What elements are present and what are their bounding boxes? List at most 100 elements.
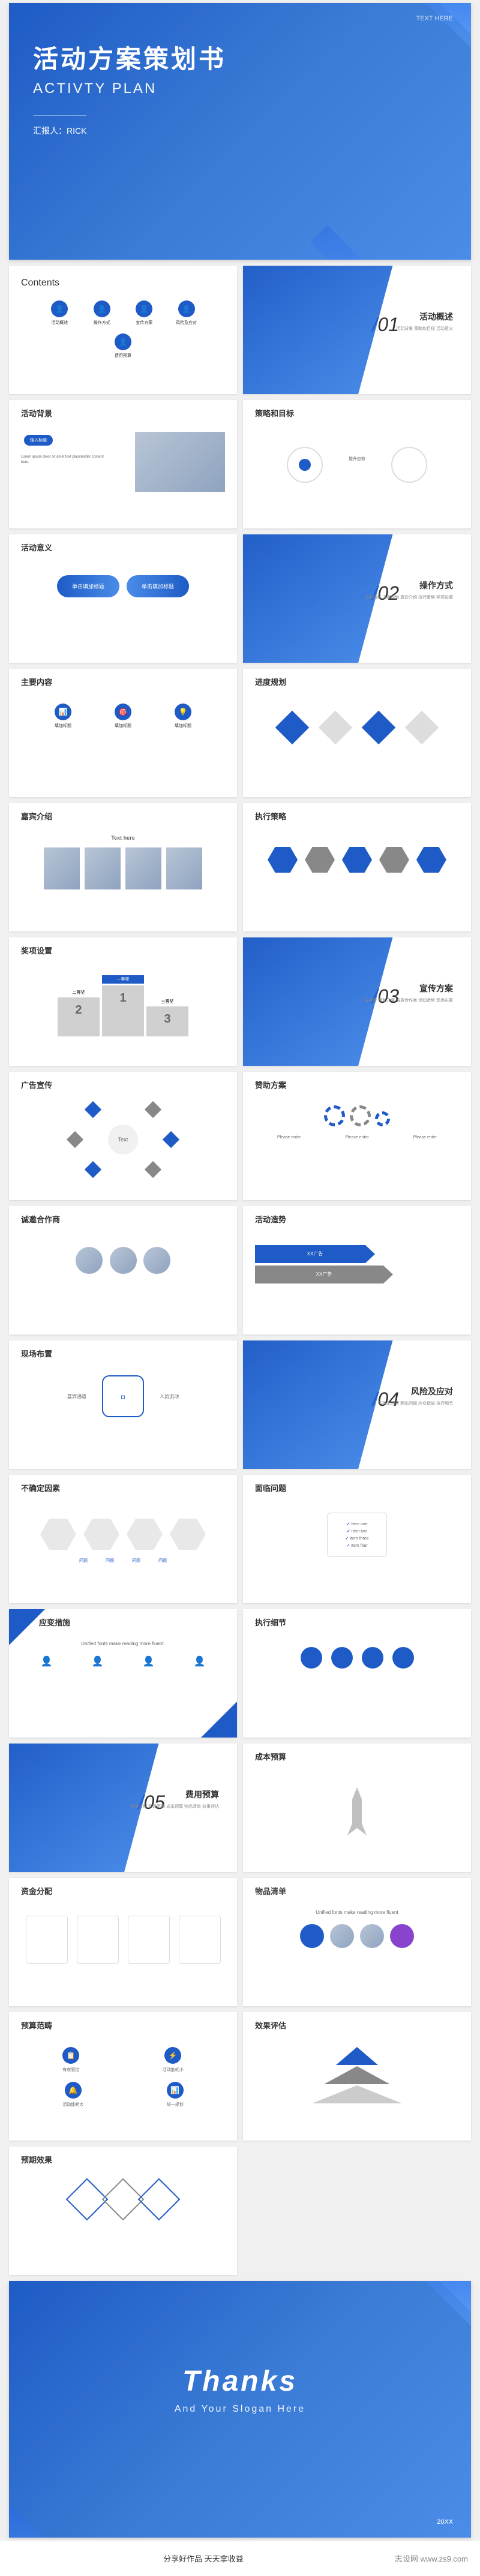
gear-icon: [375, 1111, 390, 1126]
corner-decoration: [9, 1609, 45, 1645]
venue-label: 人员流动: [145, 1393, 193, 1400]
slide-venue: 现场布置 嘉宾通道 ▫ 人员流动: [9, 1340, 237, 1469]
checklist: Item one Item two Item three Item four: [327, 1513, 387, 1557]
hex-step: [40, 1519, 76, 1550]
feature-icon: 💡: [175, 704, 191, 720]
guest-photo: [44, 847, 80, 889]
tag-button: 输入标题: [24, 435, 53, 446]
slide-funds: 资金分配: [9, 1878, 237, 2006]
slide-evaluation: 效果评估: [243, 2012, 471, 2141]
spoke-node: [145, 1101, 161, 1118]
fund-card: [179, 1916, 221, 1964]
partner-avatar: [143, 1247, 170, 1274]
rocket-icon: [345, 1787, 369, 1835]
section-02-slide: 02 操作方式 主要内容 进度规划 嘉宾介绍 执行策略 奖项设置: [243, 534, 471, 663]
slide-partners: 诚邀合作商: [9, 1206, 237, 1334]
hex-node: [342, 847, 372, 873]
corner-decoration: [201, 1702, 237, 1738]
guest-photo: [166, 847, 202, 889]
section-04-slide: 04 风险及应对 不确定因素 面临问题 应变措施 执行细节: [243, 1340, 471, 1469]
section-03-slide: 03 宣传方案 广告宣传 赞助方案 诚邀合作商 活动造势 现场布置: [243, 937, 471, 1066]
toc-item: 👤活动概述: [44, 300, 74, 333]
pill-1: 单击填加标题: [57, 575, 119, 597]
slide-response: 应变措施 Unified fonts make reading more flu…: [9, 1609, 237, 1738]
slide-progress: 进度规划: [243, 669, 471, 797]
diamond-node: [405, 711, 439, 745]
slide-advertising: 广告宣传 Text: [9, 1072, 237, 1200]
spoke-node: [145, 1161, 161, 1178]
user-icon: 👤: [94, 300, 110, 317]
contents-title: Contents: [21, 278, 225, 288]
guest-photo: [85, 847, 121, 889]
thanks-slide: Thanks And Your Slogan Here 20XX: [9, 2281, 471, 2538]
cover-subtitle: ACTIVTY PLAN: [33, 80, 447, 97]
slide-meaning: 活动意义 单击填加标题 单击填加标题: [9, 534, 237, 663]
col-label: Please enter: [277, 1135, 301, 1140]
gear-icon: [324, 1105, 345, 1126]
col-label: Please enter: [345, 1135, 368, 1140]
items-header: Unified fonts make reading more fluent: [255, 1910, 459, 1915]
pyramid-top: [336, 2047, 378, 2065]
section-title: 风险及应对: [411, 1385, 453, 1397]
text-here-label: TEXT HERE: [416, 15, 453, 22]
hex-step: [83, 1519, 119, 1550]
toc-item: 👤操作方式: [87, 300, 117, 333]
expect-diamond: [138, 2178, 181, 2221]
strategy-label: 提升应收: [327, 444, 387, 462]
page-footer: 分享好作品 天天拿收益 志设网 www.zs9.com: [0, 2541, 480, 2576]
hex-node: [268, 847, 298, 873]
footer-text: 分享好作品 天天拿收益: [163, 2554, 244, 2563]
section-number: 01: [373, 314, 399, 336]
item-circle: [360, 1924, 384, 1948]
section-items: 不确定因素 面临问题 应变措施 执行细节: [378, 1400, 453, 1407]
fund-card: [77, 1916, 119, 1964]
section-number: 05: [139, 1792, 165, 1814]
spoke-node: [85, 1161, 101, 1178]
budget-icon: ⚡: [164, 2047, 181, 2064]
arrow-1: XX广告: [255, 1245, 375, 1263]
partner-avatar: [110, 1247, 137, 1274]
year-label: 20XX: [437, 2518, 453, 2526]
budget-icon: 📊: [167, 2082, 184, 2099]
section-number: 04: [373, 1388, 399, 1411]
thanks-subtitle: And Your Slogan Here: [33, 2404, 447, 2415]
dot-node: [362, 1647, 383, 1669]
slide-strategy: 策略和目标 提升应收: [243, 400, 471, 528]
section-01-slide: 01 活动概述 活动背景 策略和目标 活动意义: [243, 266, 471, 394]
hex-step: [127, 1519, 163, 1550]
spoke-node: [85, 1101, 101, 1118]
presenter: 汇报人：RICK: [33, 115, 86, 137]
cover-slide: TEXT HERE 活动方案策划书 ACTIVTY PLAN 汇报人：RICK: [9, 3, 471, 260]
feature-icon: 📊: [55, 704, 71, 720]
section-title: 操作方式: [419, 579, 453, 591]
item-circle: [330, 1924, 354, 1948]
diamond-node: [319, 711, 353, 745]
feature-icon: 🎯: [115, 704, 131, 720]
slide-background: 活动背景 输入标题 Lorem ipsum dolor sit amet tex…: [9, 400, 237, 528]
venue-icon: ▫: [102, 1375, 144, 1417]
hex-node: [416, 847, 446, 873]
section-title: 活动概述: [419, 311, 453, 323]
building-image: [135, 432, 225, 492]
slide-budget: 预算范畴 📋有效管控 ⚡活动能耗小 🔔活动能耗大 📊统一规划: [9, 2012, 237, 2141]
slide-sponsor: 赞助方案 Please enter Please enter Please en…: [243, 1072, 471, 1200]
slide-details: 执行细节: [243, 1609, 471, 1738]
thanks-title: Thanks: [33, 2365, 447, 2398]
section-title: 宣传方案: [419, 982, 453, 994]
item-circle: [300, 1924, 324, 1948]
slide-awards: 奖项设置 二等奖2 一等奖1 三等奖3: [9, 937, 237, 1066]
podium: 二等奖2 一等奖1 三等奖3: [9, 975, 237, 1036]
spoke-node: [67, 1131, 83, 1148]
dot-node: [331, 1647, 353, 1669]
guest-photo: [125, 847, 161, 889]
diamond-node: [362, 711, 396, 745]
fund-card: [128, 1916, 170, 1964]
fund-card: [26, 1916, 68, 1964]
budget-icon: 🔔: [65, 2082, 82, 2099]
pyramid-bot: [312, 2085, 402, 2103]
footer-site: 志设网 www.zs9.com: [395, 2553, 468, 2564]
slide-problems: 面临问题 Item one Item two Item three Item f…: [243, 1475, 471, 1603]
spoke-node: [163, 1131, 179, 1148]
slide-expected: 预期效果: [9, 2147, 237, 2275]
user-icon: 👤: [178, 300, 195, 317]
